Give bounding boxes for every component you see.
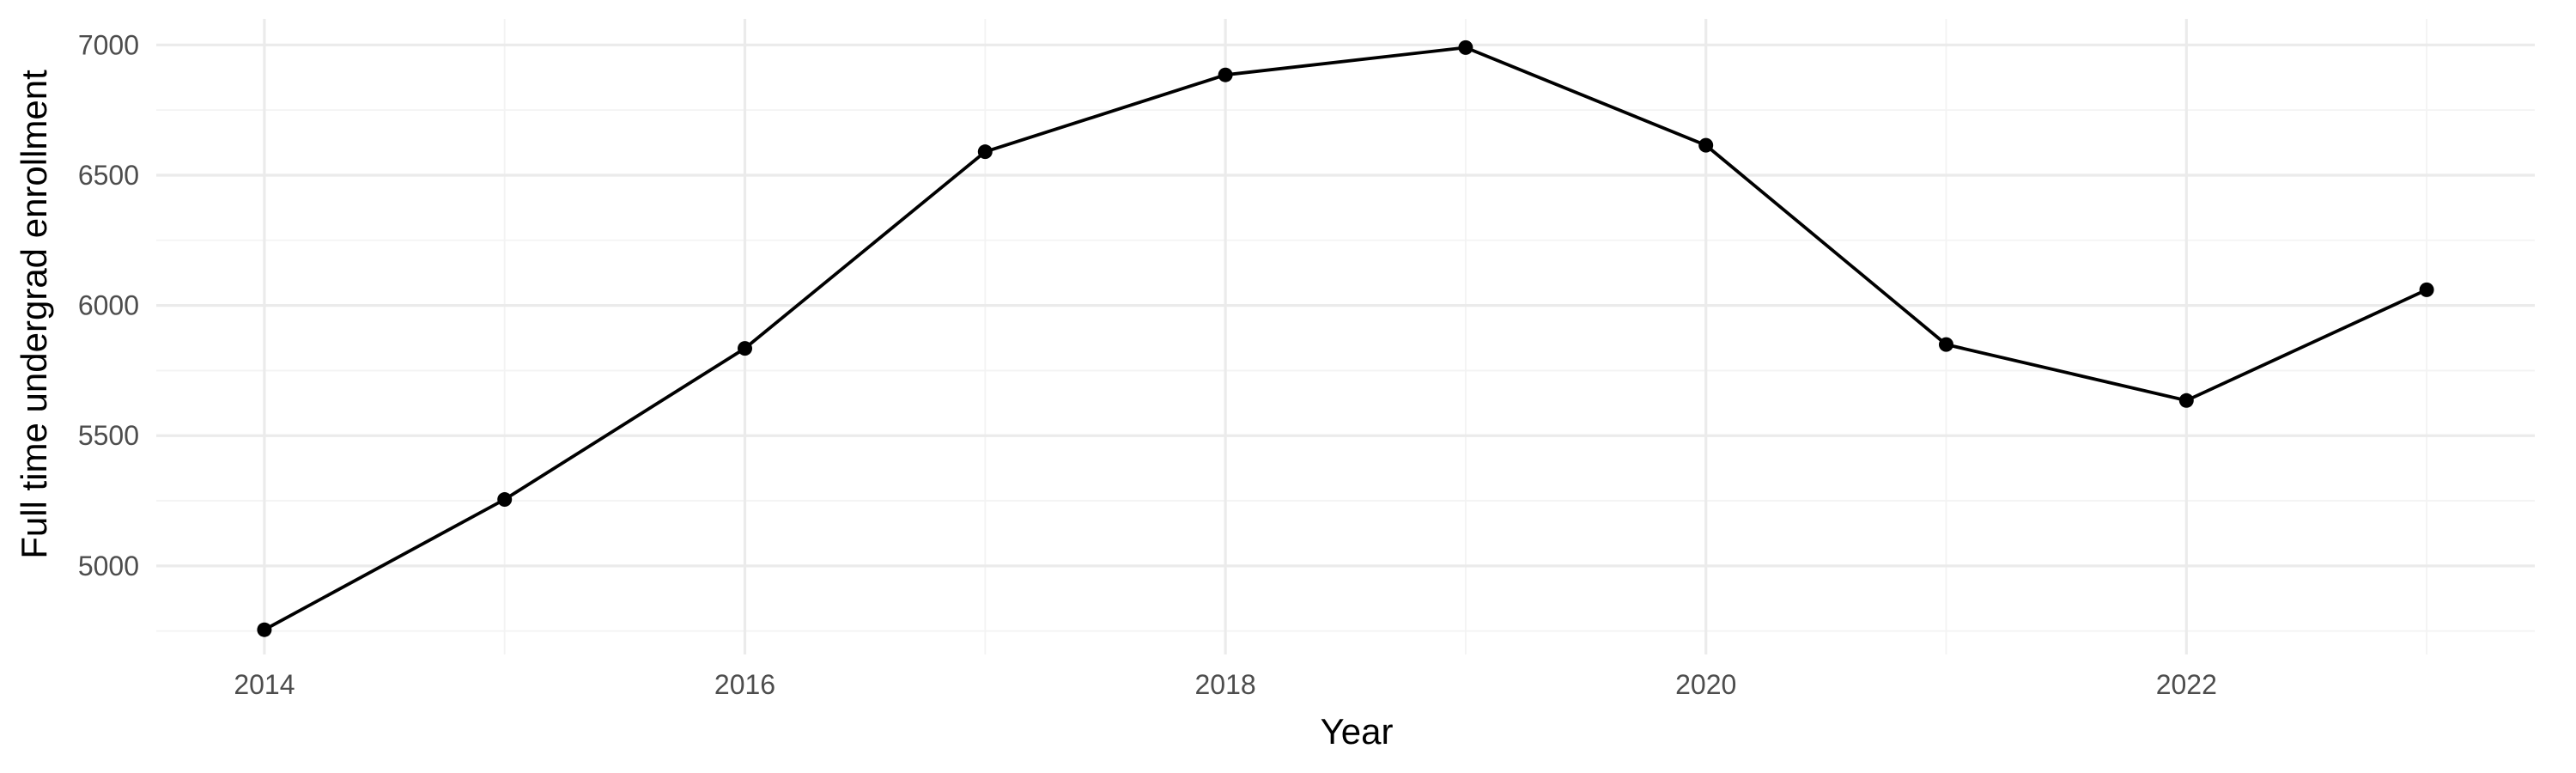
data-point bbox=[1218, 67, 1233, 82]
data-point bbox=[977, 144, 993, 160]
y-tick-label: 5500 bbox=[78, 420, 139, 451]
grid bbox=[156, 19, 2535, 654]
y-axis-ticks: 5000 5500 6000 6500 7000 bbox=[78, 29, 139, 581]
x-axis-title: Year bbox=[1321, 711, 1394, 752]
data-point bbox=[1938, 337, 1953, 352]
x-tick-label: 2022 bbox=[2156, 669, 2217, 700]
y-tick-label: 5000 bbox=[78, 551, 139, 581]
y-axis-title: Full time undergrad enrollment bbox=[14, 70, 54, 559]
x-tick-label: 2018 bbox=[1195, 669, 1256, 700]
points-layer bbox=[257, 40, 2434, 637]
data-point bbox=[1698, 137, 1714, 153]
x-tick-label: 2016 bbox=[714, 669, 775, 700]
x-tick-label: 2020 bbox=[1675, 669, 1736, 700]
data-point bbox=[257, 622, 272, 637]
data-point bbox=[2178, 393, 2194, 408]
data-point bbox=[738, 341, 753, 356]
x-axis-ticks: 2014 2016 2018 2020 2022 bbox=[234, 669, 2217, 700]
data-point bbox=[497, 492, 513, 508]
y-tick-label: 7000 bbox=[78, 29, 139, 60]
series-line bbox=[262, 46, 2429, 632]
x-tick-label: 2014 bbox=[234, 669, 295, 700]
series-layer bbox=[262, 46, 2429, 632]
y-tick-label: 6500 bbox=[78, 160, 139, 191]
data-point bbox=[1458, 40, 1473, 55]
y-tick-label: 6000 bbox=[78, 290, 139, 321]
data-point bbox=[2419, 282, 2434, 297]
